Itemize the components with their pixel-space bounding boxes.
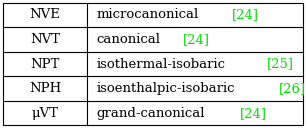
Text: [26]: [26] [279, 82, 306, 95]
Text: NPT: NPT [31, 57, 60, 71]
Text: grand-canonical: grand-canonical [96, 107, 205, 120]
Text: NVT: NVT [30, 33, 60, 46]
Text: microcanonical: microcanonical [96, 8, 199, 21]
Text: [24]: [24] [232, 8, 259, 21]
Text: canonical: canonical [96, 33, 160, 46]
Text: NPH: NPH [29, 82, 61, 95]
Text: [24]: [24] [183, 33, 210, 46]
Text: isoenthalpic-isobaric: isoenthalpic-isobaric [96, 82, 235, 95]
Text: [24]: [24] [240, 107, 267, 120]
Text: NVE: NVE [30, 8, 61, 21]
Text: isothermal-isobaric: isothermal-isobaric [96, 57, 226, 71]
Text: [25]: [25] [267, 57, 293, 71]
Text: μVT: μVT [32, 107, 59, 120]
